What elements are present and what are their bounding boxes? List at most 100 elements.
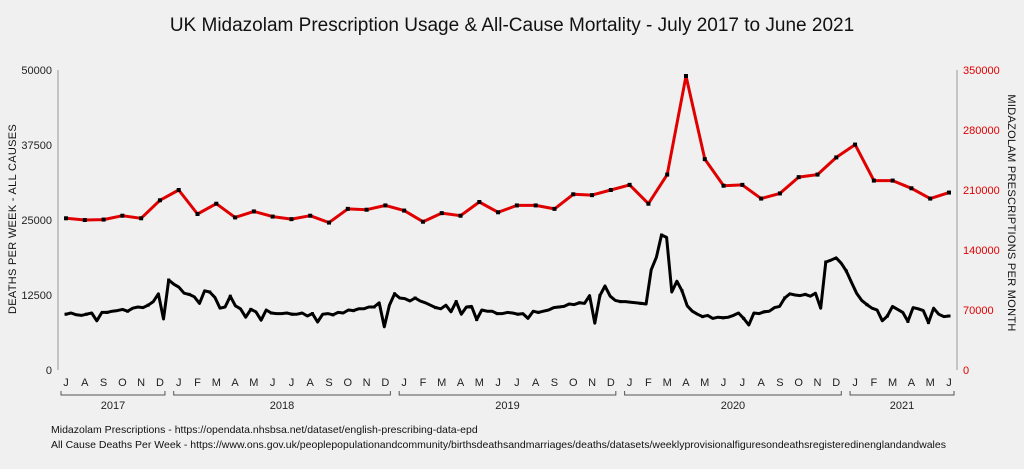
prescriptions-point [139,216,144,221]
prescriptions-point [420,219,425,224]
month-label: D [156,377,164,389]
month-label: M [249,377,258,389]
year-label: 2020 [721,400,745,412]
prescriptions-point [345,206,350,211]
left-tick-label: 12500 [21,290,52,302]
source-deaths: All Cause Deaths Per Week - https://www.… [51,439,946,451]
left-tick-label: 0 [46,365,52,377]
year-bracket [173,391,391,396]
month-label: J [514,377,520,389]
month-label: M [926,377,935,389]
right-axis-ticks: 0 70000 140000 210000 280000 350000 [963,65,1000,377]
prescriptions-point [871,178,876,183]
prescriptions-point [120,213,125,218]
right-tick-label: 350000 [963,65,1000,77]
deaths-point [290,312,294,316]
deaths-point [680,289,684,293]
month-label: S [776,377,783,389]
right-axis-label: MIDAZOLAM PRESCRIPTIONS PER MONTH [1005,94,1017,331]
deaths-point [495,312,499,316]
deaths-point [228,294,232,298]
prescriptions-point [796,175,801,180]
deaths-point [660,233,664,237]
deaths-point [475,318,479,322]
month-label: O [118,377,127,389]
prescriptions-point [608,188,613,192]
prescriptions-point [64,216,68,221]
month-label: J [852,377,858,389]
deaths-point [249,307,253,311]
prescriptions-point [590,193,595,198]
deaths-point [105,310,109,314]
prescriptions-point [514,203,519,208]
left-tick-label: 25000 [21,215,52,227]
prescriptions-point [815,172,820,177]
deaths-point [536,310,540,314]
deaths-point [803,292,807,296]
month-label: F [194,377,201,389]
prescriptions-point [176,188,181,192]
prescriptions-point [383,203,388,208]
prescriptions-point [853,142,858,147]
prescriptions-point [834,155,839,160]
deaths-point [167,278,171,282]
prescriptions-point [439,211,444,216]
prescriptions-point [327,220,332,225]
prescriptions-point [101,217,106,222]
year-groups: 2017 2018 2019 2020 2021 [60,391,955,412]
month-label: J [495,377,501,389]
deaths-point [146,303,150,307]
prescriptions-point [646,201,651,206]
month-label: M [888,377,897,389]
prescriptions-point [289,217,294,222]
prescriptions-point [308,213,313,218]
deaths-point [372,305,376,309]
month-label: N [814,377,822,389]
prescriptions-point [402,208,407,213]
deaths-point [126,309,130,313]
year-label: 2017 [101,400,125,412]
prescriptions-point [928,196,933,201]
month-label: D [832,377,840,389]
deaths-point [906,319,910,323]
deaths-point [269,311,273,315]
deaths-point [557,305,561,309]
prescriptions-point [627,182,632,187]
prescriptions-point [458,213,463,218]
deaths-point [762,310,766,314]
month-label: J [289,377,295,389]
month-label: J [270,377,276,389]
left-axis-label: DEATHS PER WEEK - ALL CAUSES [7,124,19,314]
deaths-point [721,316,725,320]
deaths-point [824,260,828,264]
deaths-point [947,314,951,318]
deaths-point [434,306,438,310]
month-label: S [100,377,107,389]
left-axis-ticks: 0 12500 25000 37500 50000 [21,65,52,377]
series-layer [64,74,951,329]
right-tick-label: 210000 [963,185,1000,197]
right-tick-label: 140000 [963,245,1000,257]
right-tick-label: 0 [963,365,969,377]
deaths-point [577,301,581,305]
deaths-point [926,321,930,325]
month-label: J [740,377,746,389]
prescriptions-point [665,172,670,177]
deaths-point [85,312,89,316]
year-label: 2021 [890,400,914,412]
left-tick-label: 50000 [21,65,52,77]
chart-title: UK Midazolam Prescription Usage & All-Ca… [170,15,854,36]
prescriptions-line [64,74,951,225]
month-label: O [569,377,578,389]
prescriptions-point [947,190,951,195]
month-label: A [307,377,315,389]
prescriptions-point [683,74,688,78]
deaths-point [701,315,705,319]
prescriptions-point [552,206,557,211]
year-label: 2019 [495,400,519,412]
month-label: A [532,377,540,389]
deaths-point [742,316,746,320]
year-bracket [624,391,842,396]
month-label: A [231,377,239,389]
